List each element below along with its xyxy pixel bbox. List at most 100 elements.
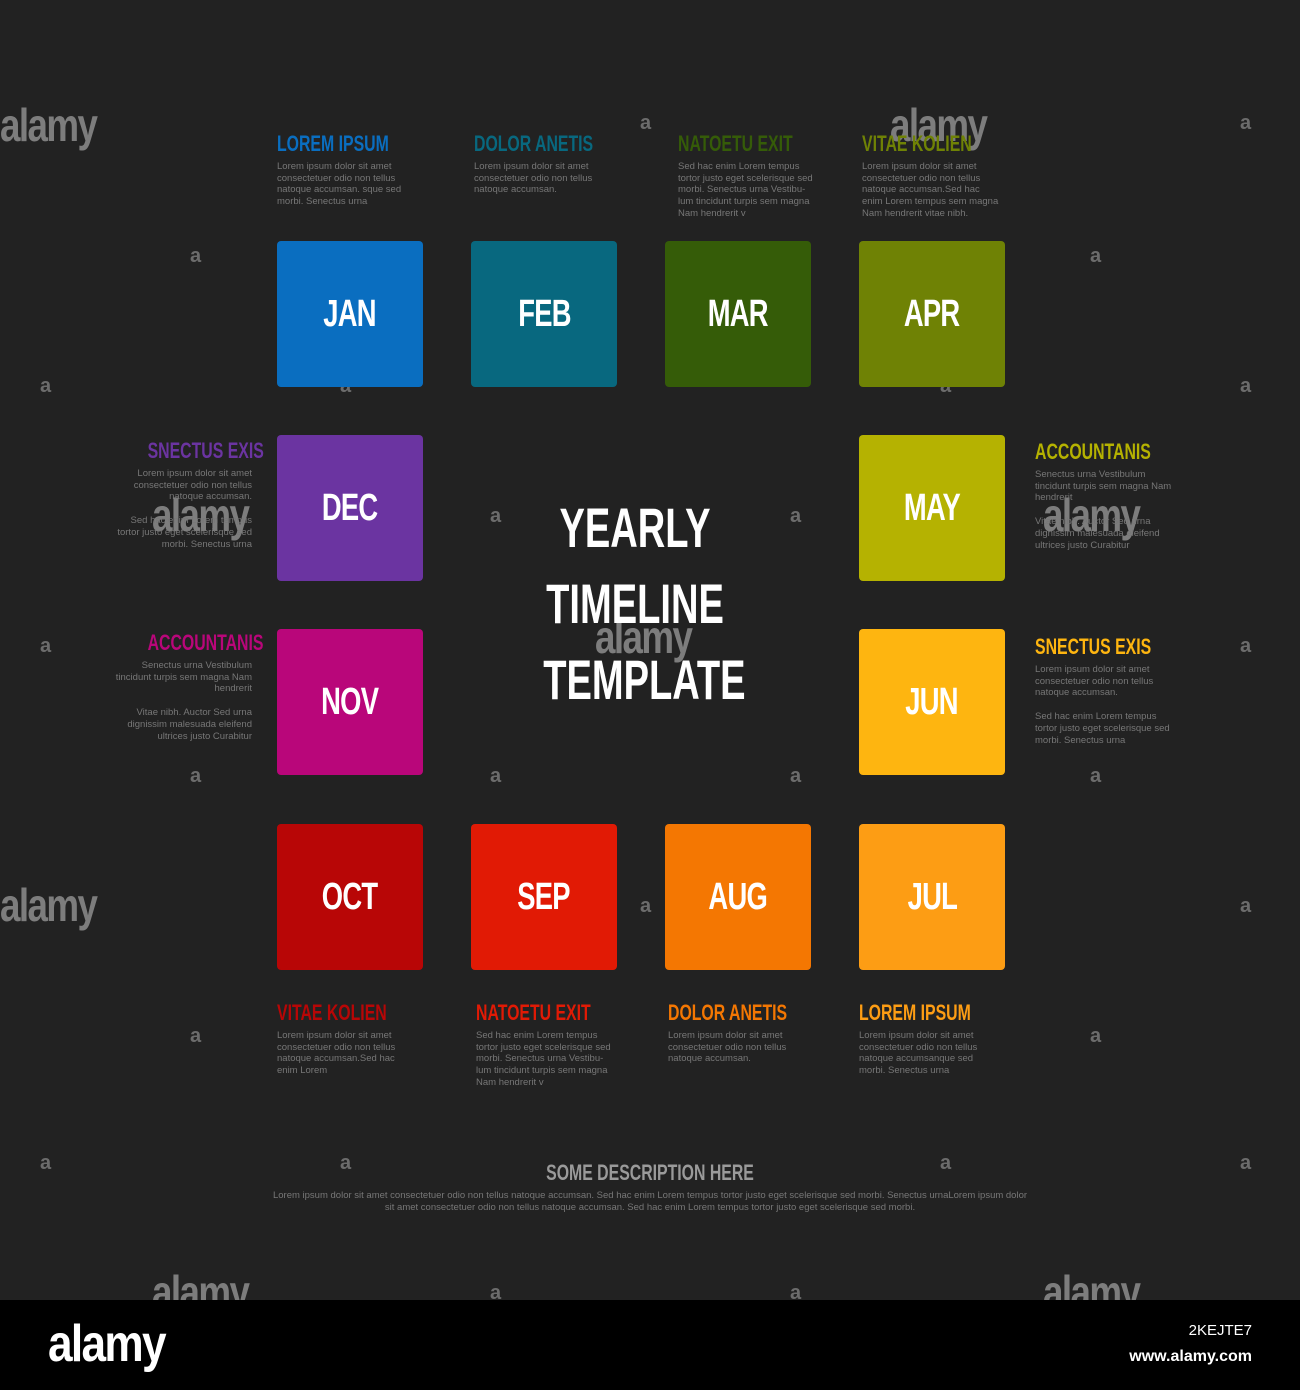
month-tile-sep: SEP <box>471 824 617 970</box>
month-tile-dec: DEC <box>277 435 423 581</box>
watermark-word: alamy <box>0 99 98 151</box>
watermark-mark: a <box>1240 635 1252 657</box>
note-title: DOLOR ANETIS <box>668 1000 788 1025</box>
note-dec: SNECTUS EXIS Lorem ipsum dolor sit amet … <box>107 438 264 550</box>
month-label: MAR <box>707 292 769 335</box>
watermark-word: alamy <box>0 879 98 931</box>
watermark-mark: a <box>1090 1025 1102 1047</box>
note-text: Lorem ipsum dolor sit amet consectetuer … <box>133 468 252 503</box>
watermark-mark: a <box>190 765 202 787</box>
note-aug: DOLOR ANETIS Lorem ipsum dolor sit amet … <box>668 1000 813 1065</box>
month-tile-jan: JAN <box>277 241 423 387</box>
month-label: OCT <box>322 875 378 918</box>
note-title: LOREM IPSUM <box>277 131 389 156</box>
note-text: Lorem ipsum dolor sit amet consectetuer … <box>862 161 999 219</box>
watermark-mark: a <box>790 1282 802 1304</box>
note-oct: VITAE KOLIEN Lorem ipsum dolor sit amet … <box>277 1000 422 1077</box>
watermark-mark: a <box>340 1152 352 1174</box>
watermark-mark: a <box>40 635 52 657</box>
month-label: NOV <box>321 680 379 723</box>
month-label: APR <box>904 292 960 335</box>
month-tile-jul: JUL <box>859 824 1005 970</box>
watermark-mark: a <box>940 1152 952 1174</box>
watermark-mark: a <box>490 1282 502 1304</box>
note-apr: VITAE KOLIEN Lorem ipsum dolor sit amet … <box>862 131 1007 220</box>
month-tile-may: MAY <box>859 435 1005 581</box>
note-nov: ACCOUNTANIS Senectus urna Vestibulum tin… <box>107 630 264 742</box>
month-label: DEC <box>322 486 378 529</box>
note-text: Lorem ipsum dolor sit amet consectetuer … <box>1035 664 1154 699</box>
note-text: Senectus urna Vestibulum tincidunt turpi… <box>115 660 252 695</box>
watermark-mark: a <box>640 112 652 134</box>
note-jul: LOREM IPSUM Lorem ipsum dolor sit amet c… <box>859 1000 1004 1077</box>
note-text: Lorem ipsum dolor sit amet consectetuer … <box>474 161 593 196</box>
watermark-mark: a <box>490 505 502 527</box>
note-sep: NATOETU EXIT Sed hac enim Lorem tempus t… <box>476 1000 621 1089</box>
page-title: YEARLY TIMELINE TEMPLATE <box>543 496 746 711</box>
note-title: DOLOR ANETIS <box>474 131 594 156</box>
watermark-word: alamy <box>1043 489 1141 541</box>
note-mar: NATOETU EXIT Sed hac enim Lorem tempus t… <box>678 131 823 220</box>
note-title: ACCOUNTANIS <box>147 630 264 655</box>
note-text-secondary: Vitae nibh. Auctor Sed urna dignissim ma… <box>127 707 252 742</box>
note-title: NATOETU EXIT <box>678 131 793 156</box>
footer-bar: alamy 2KEJTE7 www.alamy.com <box>0 1300 1300 1390</box>
watermark-mark: a <box>1240 895 1252 917</box>
watermark-mark: a <box>1090 765 1102 787</box>
note-text: Lorem ipsum dolor sit amet consectetuer … <box>859 1030 978 1077</box>
note-jan: LOREM IPSUM Lorem ipsum dolor sit amet c… <box>277 131 422 208</box>
month-label: FEB <box>517 292 571 335</box>
watermark-mark: a <box>1240 1152 1252 1174</box>
month-tile-feb: FEB <box>471 241 617 387</box>
note-text: Sed hac enim Lorem tempus tortor justo e… <box>476 1030 611 1088</box>
watermark-mark: a <box>1240 112 1252 134</box>
watermark-mark: a <box>40 375 52 397</box>
month-label: AUG <box>708 875 768 918</box>
note-title: LOREM IPSUM <box>859 1000 971 1025</box>
watermark-mark: a <box>190 245 202 267</box>
month-tile-oct: OCT <box>277 824 423 970</box>
note-title: VITAE KOLIEN <box>862 131 972 156</box>
note-title: SNECTUS EXIS <box>147 438 264 463</box>
watermark-mark: a <box>790 765 802 787</box>
note-text-secondary: Sed hac enim Lorem tempus tortor justo e… <box>117 515 252 550</box>
note-text-secondary: Sed hac enim Lorem tempus tortor justo e… <box>1035 711 1170 746</box>
description-text: Lorem ipsum dolor sit amet consectetuer … <box>272 1190 1028 1213</box>
note-title: NATOETU EXIT <box>476 1000 591 1025</box>
watermark-word: alamy <box>890 99 988 151</box>
month-label: JUN <box>905 680 959 723</box>
note-title: ACCOUNTANIS <box>1035 439 1151 464</box>
description-title: SOME DESCRIPTION HERE <box>546 1160 754 1185</box>
watermark-mark: a <box>1090 245 1102 267</box>
watermark-mark: a <box>790 505 802 527</box>
note-text: Senectus urna Vestibulum tincidunt turpi… <box>1035 469 1172 504</box>
month-label: JUL <box>907 875 957 918</box>
note-may: ACCOUNTANIS Senectus urna Vestibulum tin… <box>1035 439 1180 551</box>
note-text: Lorem ipsum dolor sit amet consectetuer … <box>277 161 402 208</box>
watermark-mark: a <box>1240 375 1252 397</box>
month-tile-apr: APR <box>859 241 1005 387</box>
watermark-mark: a <box>40 1152 52 1174</box>
note-text: Sed hac enim Lorem tempus tortor justo e… <box>678 161 813 219</box>
month-tile-aug: AUG <box>665 824 811 970</box>
note-text-secondary: Vitae nibh. Auctor Sed urna dignissim ma… <box>1035 516 1160 551</box>
infographic-canvas: alamy alamy alamy alamy alamy alamy alam… <box>0 99 1252 1318</box>
note-title: SNECTUS EXIS <box>1035 634 1152 659</box>
month-label: MAY <box>903 486 961 529</box>
month-label: JAN <box>323 292 377 335</box>
month-tile-jun: JUN <box>859 629 1005 775</box>
note-text: Lorem ipsum dolor sit amet consectetuer … <box>668 1030 787 1065</box>
watermark-mark: a <box>490 765 502 787</box>
month-tile-nov: NOV <box>277 629 423 775</box>
watermark-mark: a <box>640 895 652 917</box>
image-id: 2KEJTE7 <box>1188 1322 1252 1339</box>
note-feb: DOLOR ANETIS Lorem ipsum dolor sit amet … <box>474 131 619 196</box>
watermark-mark: a <box>190 1025 202 1047</box>
note-text: Lorem ipsum dolor sit amet consectetuer … <box>277 1030 396 1077</box>
note-jun: SNECTUS EXIS Lorem ipsum dolor sit amet … <box>1035 634 1180 746</box>
alamy-logo: alamy <box>48 1315 167 1373</box>
note-title: VITAE KOLIEN <box>277 1000 387 1025</box>
watermark-word: alamy <box>595 611 693 663</box>
footer-url-link[interactable]: www.alamy.com <box>1129 1348 1252 1365</box>
watermark-word: alamy <box>152 489 250 541</box>
